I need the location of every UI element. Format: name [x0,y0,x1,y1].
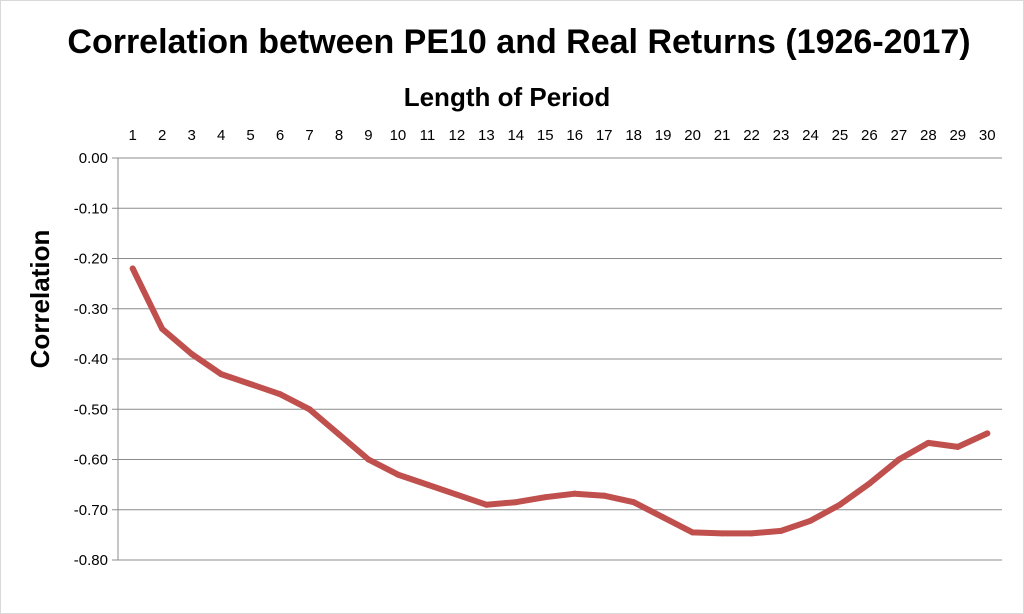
data-point [571,490,578,497]
x-tick-label: 20 [684,127,701,144]
data-point [925,439,932,446]
series-layer [129,265,991,537]
x-tick-label: 8 [335,127,343,144]
x-tick-label: 10 [390,127,407,144]
x-tick-label: 16 [566,127,583,144]
x-tick-label: 21 [714,127,731,144]
x-tick-label: 25 [832,127,849,144]
data-point [394,471,401,478]
data-point [719,530,726,537]
x-tick-label: 27 [891,127,908,144]
y-tick-label: -0.80 [74,552,108,569]
data-point [807,517,814,524]
x-tick-label: 17 [596,127,613,144]
y-tick-labels: 0.00 -0.10 -0.20 -0.30 -0.40 -0.50 -0.60 -0.70 -… [74,150,108,569]
x-tick-label: 13 [478,127,495,144]
series-line [129,265,991,537]
x-tick-label: 4 [217,127,225,144]
y-tick-label: -0.10 [74,200,108,217]
data-point [129,265,136,272]
data-point [866,480,873,487]
x-tick-label: 7 [305,127,313,144]
data-point [895,456,902,463]
x-tick-label: 29 [949,127,966,144]
x-tick-label: 15 [537,127,554,144]
x-tick-label: 3 [187,127,195,144]
x-tick-label: 14 [507,127,524,144]
data-point [277,391,284,398]
chart-title: Correlation between PE10 and Real Return… [67,23,970,61]
y-axis-label: Correlation [25,230,55,369]
x-tick-label: 22 [743,127,760,144]
y-tick-label: -0.60 [74,452,108,469]
y-tick-label: -0.70 [74,502,108,519]
data-point [836,501,843,508]
data-point [483,501,490,508]
data-point [630,499,637,506]
data-point [954,443,961,450]
y-tick-label: -0.20 [74,251,108,268]
gridlines [112,157,1002,561]
x-tick-label: 1 [129,127,137,144]
data-point [306,406,313,413]
data-point [660,514,667,521]
y-tick-label: -0.40 [74,351,108,368]
x-tick-label: 24 [802,127,819,144]
x-tick-label: 26 [861,127,878,144]
data-point [601,492,608,499]
x-tick-label: 30 [979,127,996,144]
data-point [336,431,342,438]
y-tick-label: -0.50 [74,401,108,418]
data-point [748,530,755,537]
data-point [218,371,225,378]
data-point [247,381,254,388]
x-tick-labels: 1 2 3 4 5 6 7 8 9 10 11 12 13 14 15 16 17 18 19 20 21 22 23 24 2… [129,127,996,144]
x-tick-label: 11 [420,127,436,144]
x-axis-label: Length of Period [404,82,611,112]
data-point [689,529,696,536]
data-point [365,456,372,463]
x-tick-label: 5 [246,127,254,144]
x-tick-label: 6 [276,127,284,144]
y-tick-label: -0.30 [74,301,108,318]
data-point [542,494,549,501]
data-point [512,499,519,506]
x-tick-label: 19 [655,127,672,144]
x-tick-label: 12 [449,127,466,144]
x-tick-label: 23 [773,127,790,144]
data-point [188,350,195,357]
data-point [778,527,784,534]
x-tick-label: 28 [920,127,937,144]
x-tick-label: 9 [364,127,372,144]
x-tick-label: 18 [625,127,642,144]
x-tick-label: 2 [158,127,166,144]
data-point [424,481,431,488]
y-tick-label: 0.00 [79,150,108,167]
data-point [159,325,166,332]
data-point [984,430,991,437]
data-point [453,491,460,498]
